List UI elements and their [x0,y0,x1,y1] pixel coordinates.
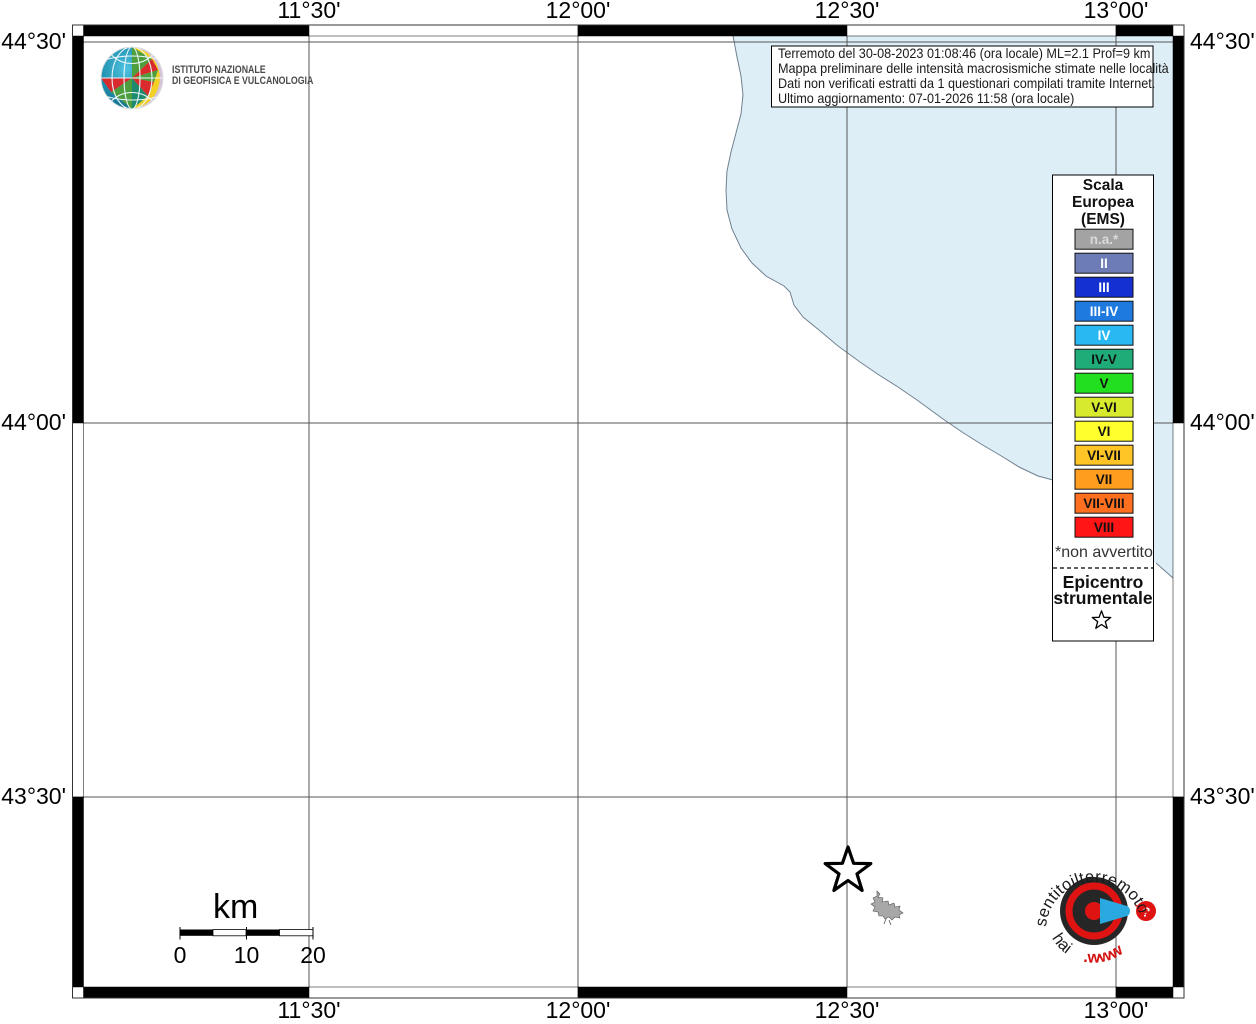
svg-text:V-VI: V-VI [1091,400,1117,415]
svg-text:13°00': 13°00' [1084,997,1149,1023]
svg-text:0: 0 [174,942,187,968]
svg-text:44°30': 44°30' [1190,28,1255,54]
svg-text:12°00': 12°00' [546,0,611,23]
svg-text:VI: VI [1098,424,1111,439]
svg-text:12°30': 12°30' [815,0,880,23]
svg-text:11°30': 11°30' [277,0,340,23]
svg-text:strumentale: strumentale [1053,588,1152,608]
svg-text:IV: IV [1098,328,1111,343]
svg-text:12°00': 12°00' [546,997,611,1023]
svg-text:km: km [213,888,258,926]
svg-text:V: V [1099,376,1108,391]
svg-text:43°30': 43°30' [1190,783,1255,809]
svg-text:II: II [1100,256,1108,271]
svg-text:44°00': 44°00' [1,409,66,435]
svg-text:Terremoto del 30-08-2023 01:08: Terremoto del 30-08-2023 01:08:46 (ora l… [778,46,1150,62]
svg-text:n.a.*: n.a.* [1090,232,1119,247]
svg-text:VII: VII [1096,472,1113,487]
svg-text:Dati non verificati estratti d: Dati non verificati estratti da 1 questi… [778,76,1155,92]
svg-text:DI GEOFISICA E VULCANOLOGIA: DI GEOFISICA E VULCANOLOGIA [172,75,313,87]
svg-text:11°30': 11°30' [277,997,340,1023]
svg-text:Ultimo aggiornamento: 07-01-20: Ultimo aggiornamento: 07-01-2026 11:58 (… [778,91,1074,107]
svg-text:VI-VII: VI-VII [1087,448,1121,463]
svg-text:(EMS): (EMS) [1081,211,1125,228]
svg-text:Scala: Scala [1083,177,1124,194]
svg-text:Mappa preliminare delle intens: Mappa preliminare delle intensità macros… [778,61,1169,77]
svg-text:VII-VIII: VII-VIII [1083,496,1124,511]
svg-text:III-IV: III-IV [1090,304,1119,319]
svg-text:III: III [1098,280,1109,295]
svg-text:20: 20 [300,942,326,968]
svg-text:13°00': 13°00' [1084,0,1149,23]
svg-text:Europea: Europea [1072,194,1134,211]
svg-text:44°00': 44°00' [1190,409,1255,435]
svg-text:10: 10 [234,942,260,968]
svg-text:IV-V: IV-V [1091,352,1117,367]
svg-text:43°30': 43°30' [1,783,66,809]
svg-text:44°30': 44°30' [1,28,66,54]
svg-text:12°30': 12°30' [815,997,880,1023]
svg-text:*non avvertito: *non avvertito [1055,544,1153,561]
svg-text:VIII: VIII [1094,520,1114,535]
